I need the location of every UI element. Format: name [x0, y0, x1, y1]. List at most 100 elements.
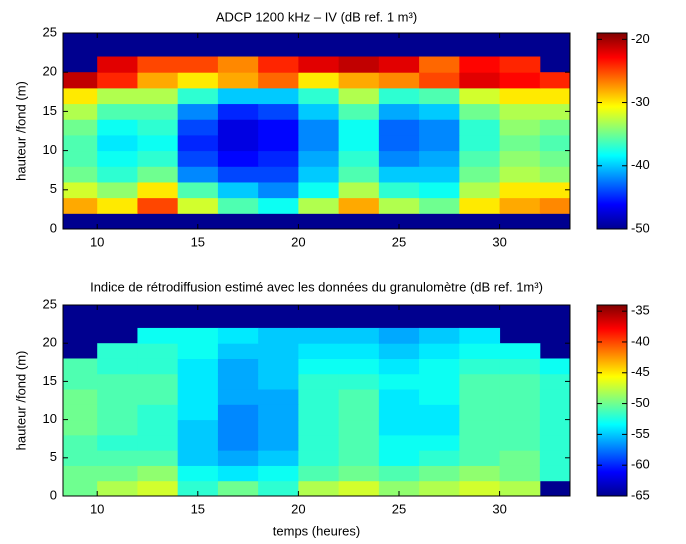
- heat-cell: [97, 181, 138, 199]
- heat-cell: [177, 181, 219, 199]
- heat-cell: [97, 480, 138, 496]
- heat-cell: [137, 450, 179, 466]
- heat-cell: [539, 389, 570, 405]
- heat-cell: [258, 389, 299, 405]
- heat-cell: [419, 480, 460, 496]
- heat-cell: [258, 150, 299, 167]
- heat-cell: [499, 404, 541, 421]
- heat-cell: [63, 465, 98, 482]
- heat-cell: [378, 103, 420, 120]
- heat-cell: [419, 119, 460, 136]
- heat-cell: [298, 150, 340, 167]
- heat-cell: [63, 480, 98, 496]
- heat-cell: [97, 389, 138, 405]
- heat-cell: [539, 419, 570, 436]
- heat-cell: [97, 419, 138, 436]
- colorbar-tick-label: -20: [631, 31, 650, 46]
- heat-cell: [177, 150, 219, 167]
- heat-cell: [459, 480, 501, 496]
- heat-cell: [539, 87, 570, 105]
- heat-cell: [499, 134, 541, 152]
- heat-cell: [177, 56, 219, 73]
- heat-cell: [298, 119, 340, 136]
- heat-cell: [137, 150, 179, 167]
- heat-cell: [338, 480, 380, 496]
- heat-cell: [459, 134, 501, 152]
- heat-cell: [177, 134, 219, 152]
- heat-cell: [338, 389, 380, 405]
- heat-cell: [378, 72, 420, 89]
- heat-cell: [258, 72, 299, 89]
- heat-cell: [137, 343, 179, 359]
- heat-cell: [459, 404, 501, 421]
- y-tick-label: 10: [43, 142, 57, 157]
- x-tick-label: 10: [90, 234, 104, 249]
- heat-cell: [97, 72, 138, 89]
- heat-cell: [298, 465, 340, 482]
- heat-cell: [258, 343, 299, 359]
- x-axis-label: temps (heures): [273, 523, 360, 538]
- heat-cell: [378, 450, 420, 466]
- heat-cell: [63, 103, 98, 120]
- heat-cell: [338, 166, 380, 183]
- heat-cell: [217, 434, 259, 451]
- heat-cell: [378, 134, 420, 152]
- heat-cell: [378, 181, 420, 199]
- heat-cell: [539, 119, 570, 136]
- heat-cell: [137, 166, 179, 183]
- heat-cell: [499, 150, 541, 167]
- heat-cell: [298, 72, 340, 89]
- heat-cell: [539, 103, 570, 120]
- heat-cell: [338, 327, 380, 344]
- heat-cell: [217, 103, 259, 120]
- heat-cell: [258, 404, 299, 421]
- heat-cell: [419, 419, 460, 436]
- heat-cell: [378, 150, 420, 167]
- heat-cell: [137, 197, 179, 214]
- x-tick-label: 25: [392, 501, 406, 516]
- heat-cell: [258, 103, 299, 120]
- heat-cell: [217, 150, 259, 167]
- heat-cell: [378, 197, 420, 214]
- y-tick-label: 15: [43, 373, 57, 388]
- heat-cell: [137, 480, 179, 496]
- heat-cell: [63, 72, 98, 89]
- heat-cell: [419, 150, 460, 167]
- heat-cell: [258, 134, 299, 152]
- heat-cell: [298, 389, 340, 405]
- heat-cell: [378, 389, 420, 405]
- heat-cell: [338, 197, 380, 214]
- heat-cell: [419, 134, 460, 152]
- chart-title: Indice de rétrodiffusion estimé avec les…: [90, 279, 543, 294]
- heat-cell: [298, 197, 340, 214]
- heat-cell: [258, 56, 299, 73]
- heat-cell: [338, 404, 380, 421]
- heat-cell: [419, 197, 460, 214]
- heat-cell: [258, 358, 299, 375]
- heat-cell: [298, 358, 340, 375]
- heat-cell: [459, 197, 501, 214]
- colorbar-tick-label: -30: [631, 94, 650, 109]
- heat-cell: [499, 72, 541, 89]
- heat-cell: [217, 72, 259, 89]
- heat-cell: [459, 358, 501, 375]
- heat-cell: [499, 480, 541, 496]
- heat-cell: [298, 134, 340, 152]
- heat-cell: [499, 197, 541, 214]
- colorbar-tick-label: -50: [631, 395, 650, 410]
- heat-cell: [97, 465, 138, 482]
- heat-cell: [338, 56, 380, 73]
- y-tick-label: 25: [43, 296, 57, 311]
- heat-cell: [137, 181, 179, 199]
- heat-cell: [298, 450, 340, 466]
- heat-cell: [63, 87, 98, 105]
- heat-cell: [217, 87, 259, 105]
- heat-cell: [258, 434, 299, 451]
- x-tick-label: 25: [392, 234, 406, 249]
- heat-cell: [419, 181, 460, 199]
- heat-cell: [63, 434, 98, 451]
- colorbar-tick-label: -50: [631, 220, 650, 235]
- x-tick-label: 30: [492, 234, 506, 249]
- heat-cell: [419, 72, 460, 89]
